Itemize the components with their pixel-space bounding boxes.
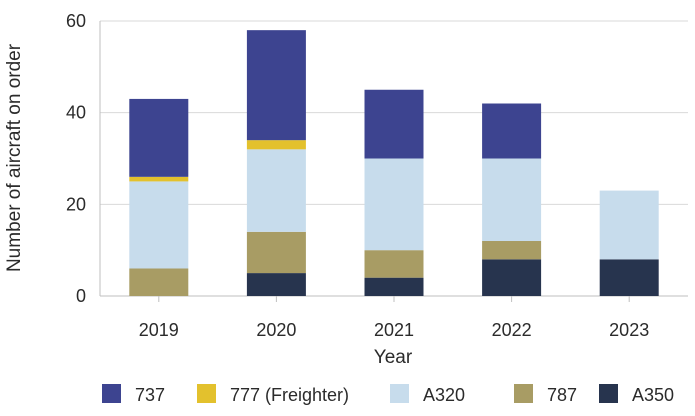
bar-2020-777-freighter — [246, 140, 306, 150]
x-axis-label: Year — [374, 347, 413, 368]
y-tick-labels: 0 20 40 60 — [66, 11, 86, 306]
y-tick-0: 0 — [76, 286, 86, 306]
bar-2022-a320 — [482, 158, 542, 241]
bar-group-2021 — [364, 89, 424, 296]
bar-2020-a320 — [246, 149, 306, 232]
y-tick-60: 60 — [66, 11, 86, 31]
legend-label-a320: A320 — [423, 385, 465, 405]
bar-2019-777-freighter — [129, 176, 189, 182]
legend-swatch-777-freighter — [197, 384, 216, 403]
x-tick-2021: 2021 — [374, 320, 414, 340]
x-tick-2020: 2020 — [256, 320, 296, 340]
x-tick-2022: 2022 — [492, 320, 532, 340]
bar-2023-a350 — [599, 259, 659, 296]
bar-group-2019 — [129, 98, 189, 296]
legend-label-737: 737 — [135, 385, 165, 405]
bar-2021-a350 — [364, 277, 424, 296]
legend-swatch-a320 — [390, 384, 409, 403]
bar-2023-a320 — [599, 190, 659, 260]
y-axis-label: Number of aircraft on order — [4, 43, 25, 272]
bar-2019-737 — [129, 98, 189, 177]
x-tick-labels: 2019 2020 2021 2022 2023 — [139, 296, 649, 340]
legend-swatch-787 — [514, 384, 533, 403]
bar-2020-787 — [246, 231, 306, 274]
bar-2021-737 — [364, 89, 424, 159]
bar-2020-a350 — [246, 273, 306, 296]
x-tick-2023: 2023 — [609, 320, 649, 340]
bar-2022-a350 — [482, 259, 542, 296]
bars — [129, 30, 659, 296]
bar-2022-737 — [482, 103, 542, 159]
bar-group-2022 — [482, 103, 542, 296]
x-tick-2019: 2019 — [139, 320, 179, 340]
legend-label-787: 787 — [547, 385, 577, 405]
bar-2019-a320 — [129, 181, 189, 269]
bar-2022-787 — [482, 241, 542, 260]
bar-2021-787 — [364, 250, 424, 278]
legend-label-a350: A350 — [632, 385, 674, 405]
y-tick-20: 20 — [66, 194, 86, 214]
bar-group-2023 — [599, 190, 659, 296]
bar-group-2020 — [246, 30, 306, 296]
legend-label-777-freighter: 777 (Freighter) — [230, 385, 349, 405]
bar-2021-a320 — [364, 158, 424, 251]
y-tick-40: 40 — [66, 103, 86, 123]
bar-2019-787 — [129, 268, 189, 296]
bar-2020-737 — [246, 30, 306, 141]
legend: 737 777 (Freighter) A320 787 A350 — [102, 384, 674, 405]
legend-swatch-a350 — [599, 384, 618, 403]
legend-swatch-737 — [102, 384, 121, 403]
